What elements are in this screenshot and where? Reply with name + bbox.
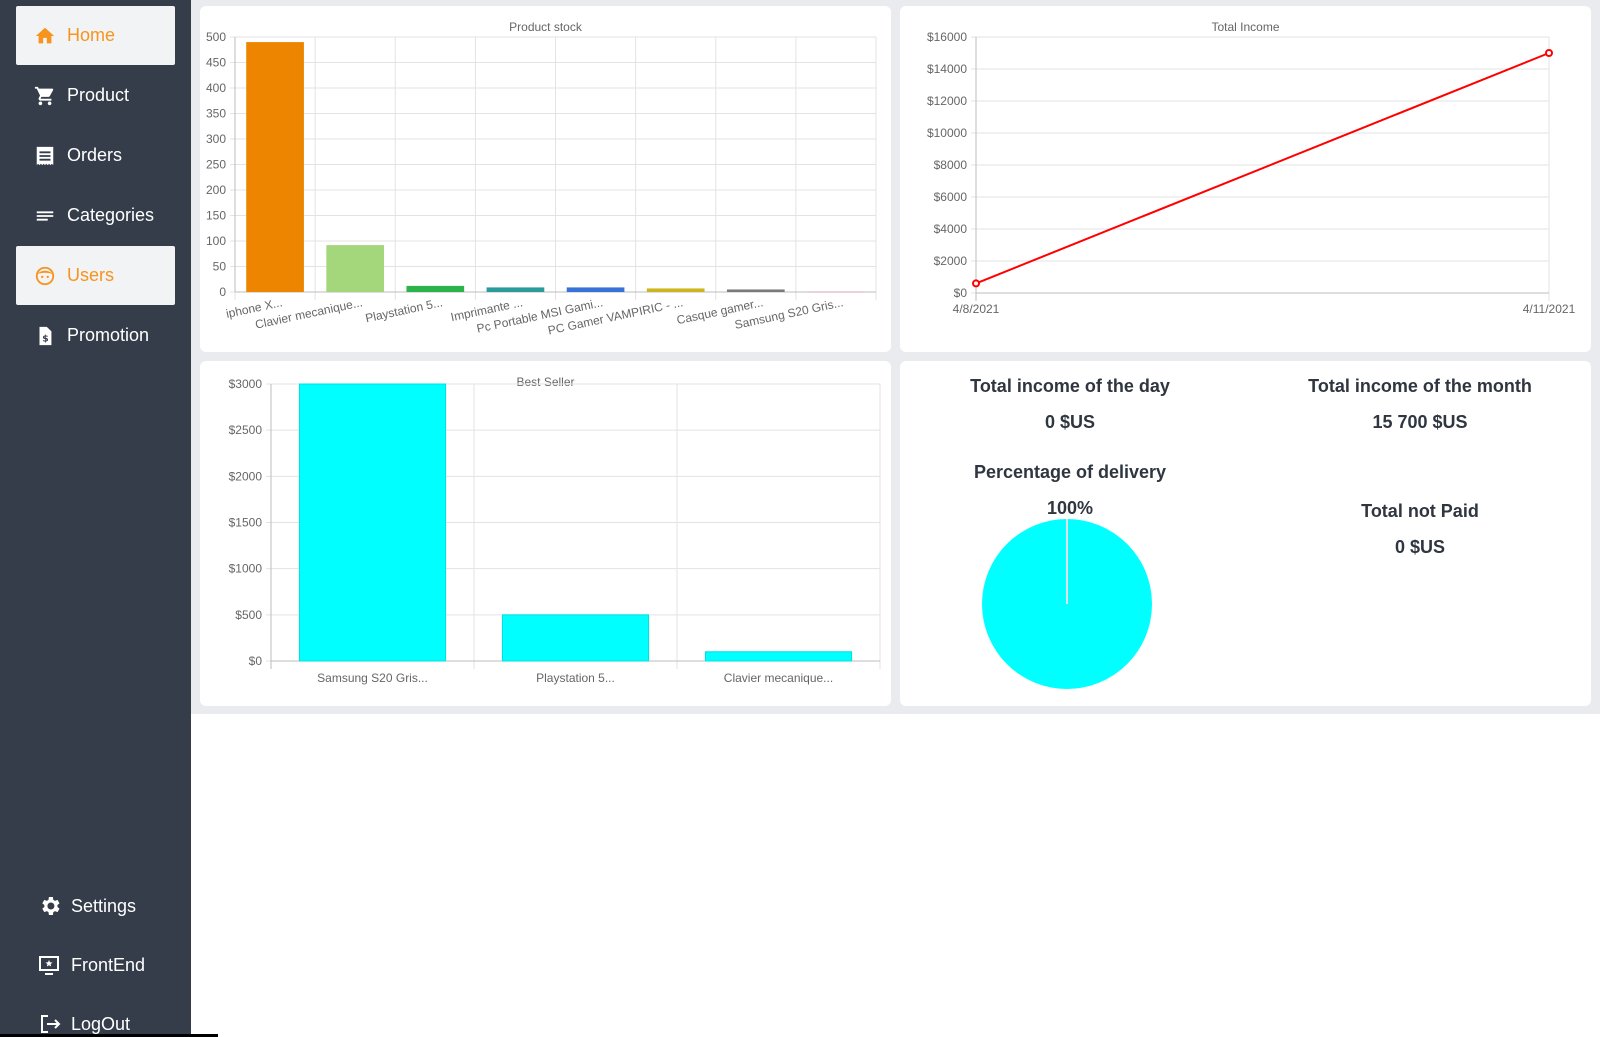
y-tick-label: $3000 (229, 377, 263, 391)
y-tick-label: $1000 (229, 562, 263, 576)
bar (566, 287, 625, 292)
bar (246, 42, 304, 292)
chart-title: Product stock (509, 20, 582, 34)
y-tick-label: $16000 (927, 30, 967, 44)
settings-link[interactable]: Settings (38, 894, 136, 918)
y-tick-label: $1500 (229, 516, 263, 530)
bar (726, 289, 785, 292)
y-tick-label: 150 (206, 209, 226, 223)
chart-title: Best Seller (516, 375, 575, 389)
sidebar-item-home[interactable]: Home (16, 6, 175, 65)
x-tick-label: Playstation 5... (364, 295, 444, 325)
sidebar-item-label: Users (67, 265, 115, 285)
y-tick-label: $2000 (934, 254, 968, 268)
horizontal-scrollbar[interactable] (0, 1034, 218, 1037)
y-tick-label: 200 (206, 183, 226, 197)
y-tick-label: $0 (954, 286, 968, 300)
y-tick-label: $12000 (927, 94, 967, 108)
frontend-link[interactable]: FrontEnd (38, 953, 145, 977)
bar (501, 614, 650, 662)
y-tick-label: $14000 (927, 62, 967, 76)
sidebar-item-label: Product (67, 85, 130, 105)
sidebar-item-label: Promotion (67, 325, 150, 345)
bar (326, 245, 385, 292)
stats-card: Total income of the day 0 $US Total inco… (900, 361, 1591, 706)
product-stock-card: Product stock 0 50 100 150 200 250 300 350 400 45… (200, 6, 891, 352)
y-tick-label: 400 (206, 81, 226, 95)
cart-icon (34, 85, 56, 107)
receipt-icon (34, 145, 56, 167)
sidebar-item-label: Orders (67, 145, 123, 165)
sidebar-item-product[interactable]: Product (16, 66, 175, 125)
frontend-label: FrontEnd (71, 954, 146, 975)
x-tick-label: Samsung S20 Gris... (317, 671, 428, 685)
y-tick-label: 500 (206, 30, 226, 44)
delivery-pie-chart (982, 519, 1152, 689)
y-tick-label: $4000 (934, 222, 968, 236)
best-seller-card: Best Seller $0 $500 $1000 $1500 $2000 $2500 $3… (200, 361, 891, 706)
x-tick-label: Clavier mecanique... (724, 671, 833, 685)
sidebar-item-label: Home (67, 25, 116, 45)
bar (646, 288, 705, 292)
delivery-title: Percentage of delivery (973, 462, 1167, 482)
home-icon (34, 25, 56, 47)
sidebar-item-label: Categories (67, 205, 155, 225)
dashboard-area: Product stock 0 50 100 150 200 250 300 350 400 45… (191, 0, 1600, 714)
y-tick-label: 50 (213, 260, 227, 274)
face-icon (34, 265, 56, 287)
sidebar-item-categories[interactable]: Categories (16, 186, 175, 245)
y-tick-label: $2000 (229, 469, 263, 483)
bar (704, 651, 853, 662)
x-tick-label: Playstation 5... (536, 671, 615, 685)
day-income-value: 0 $US (1044, 412, 1096, 432)
sidebar-item-promotion[interactable]: $ Promotion (16, 306, 175, 365)
y-tick-label: 0 (219, 285, 226, 299)
delivery-value: 100% (1046, 498, 1094, 518)
total-income-chart: $0 $2000 $4000 $6000 $8000 $10000 $12000 $14000… (927, 30, 1576, 316)
x-tick-label: 4/8/2021 (953, 302, 1000, 316)
list-icon (34, 205, 56, 227)
income-line (975, 52, 1550, 285)
y-tick-label: $0 (249, 654, 263, 668)
svg-text:$: $ (42, 333, 48, 344)
not-paid-value: 0 $US (1394, 537, 1446, 557)
best-seller-chart: $0 $500 $1000 $1500 $2000 $2500 $3000 Samsung S… (229, 377, 881, 685)
settings-label: Settings (71, 895, 137, 916)
month-income-value: 15 700 $US (1372, 412, 1468, 432)
bar (807, 291, 865, 293)
sidebar-item-users[interactable]: Users (16, 246, 175, 305)
x-tick-label: 4/11/2021 (1523, 302, 1576, 316)
y-tick-label: 350 (206, 107, 226, 121)
bar (406, 285, 465, 292)
logout-label: LogOut (71, 1013, 131, 1034)
monitor-star-icon (38, 953, 62, 977)
month-income-title: Total income of the month (1308, 376, 1532, 396)
y-tick-label: $6000 (934, 190, 968, 204)
y-tick-label: $10000 (927, 126, 967, 140)
logout-link[interactable]: LogOut (38, 1012, 130, 1036)
y-tick-label: 450 (206, 56, 226, 70)
bar (486, 287, 545, 292)
not-paid-title: Total not Paid (1361, 501, 1479, 521)
y-tick-label: 100 (206, 234, 226, 248)
sidebar-item-orders[interactable]: Orders (16, 126, 175, 185)
y-tick-label: $2500 (229, 423, 263, 437)
y-tick-label: 300 (206, 132, 226, 146)
bar (298, 383, 447, 662)
dollar-document-icon: $ (34, 325, 56, 347)
data-point (1545, 49, 1553, 57)
data-point (972, 279, 980, 288)
day-income-title: Total income of the day (970, 376, 1170, 396)
chart-title: Total Income (1211, 20, 1280, 34)
sidebar: Home Product Orders Categories Users $ P… (0, 0, 191, 1037)
y-tick-label: $500 (235, 608, 262, 622)
logout-icon (38, 1012, 62, 1036)
y-tick-label: 250 (206, 158, 226, 172)
total-income-card: Total Income $0 $2000 $4000 $6000 $8000 $1000… (900, 6, 1591, 352)
y-tick-label: $8000 (934, 158, 968, 172)
gear-icon (38, 894, 62, 918)
